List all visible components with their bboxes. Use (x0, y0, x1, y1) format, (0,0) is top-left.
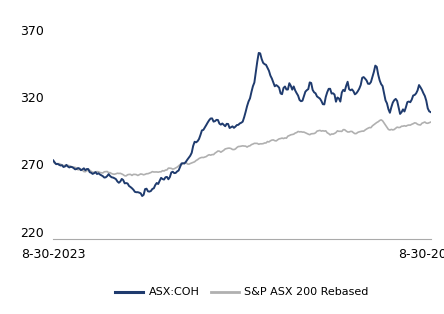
Legend: ASX:COH, S&P ASX 200 Rebased: ASX:COH, S&P ASX 200 Rebased (111, 283, 373, 302)
